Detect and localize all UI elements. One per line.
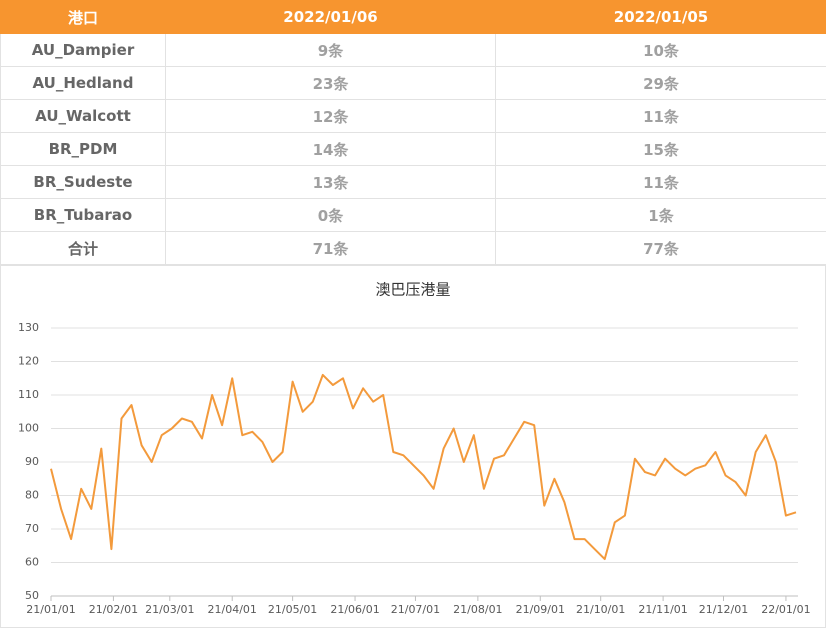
y-tick-label: 100 — [18, 422, 39, 435]
y-tick-label: 90 — [25, 455, 39, 468]
chart-title: 澳巴压港量 — [375, 281, 450, 299]
x-tick-label: 22/01/01 — [761, 603, 810, 616]
data-line — [51, 375, 796, 559]
y-tick-label: 110 — [18, 388, 39, 401]
table-cell: BR_PDM — [1, 133, 166, 166]
table-cell: 77条 — [496, 232, 826, 265]
table-cell: BR_Tubarao — [1, 199, 166, 232]
header-cell: 2022/01/05 — [496, 1, 826, 34]
table-cell: 11条 — [496, 100, 826, 133]
table-cell: 10条 — [496, 34, 826, 67]
chart-box: 澳巴压港量 50 60 70 80 90 100 110 120 130 21/01/01 21/0… — [0, 265, 826, 628]
y-tick-label: 120 — [18, 355, 39, 368]
y-tick-label: 50 — [25, 589, 39, 602]
table-cell: 15条 — [496, 133, 826, 166]
y-tick-label: 70 — [25, 522, 39, 535]
table-cell: 12条 — [166, 100, 496, 133]
header-cell: 港口 — [1, 1, 166, 34]
table-cell: 71条 — [166, 232, 496, 265]
x-tick-label: 21/09/01 — [516, 603, 565, 616]
table-cell: 23条 — [166, 67, 496, 100]
table-cell: AU_Dampier — [1, 34, 166, 67]
table-cell: 14条 — [166, 133, 496, 166]
table-cell: AU_Walcott — [1, 100, 166, 133]
x-tick-label: 21/04/01 — [208, 603, 257, 616]
y-tick-label: 80 — [25, 489, 39, 502]
x-tick-label: 21/05/01 — [268, 603, 317, 616]
x-tick-label: 21/10/01 — [576, 603, 625, 616]
table-cell: BR_Sudeste — [1, 166, 166, 199]
table-cell: AU_Hedland — [1, 67, 166, 100]
table-cell: 1条 — [496, 199, 826, 232]
table-cell: 11条 — [496, 166, 826, 199]
x-tick-label: 21/06/01 — [330, 603, 379, 616]
x-tick-label: 21/02/01 — [89, 603, 138, 616]
header-cell: 2022/01/06 — [166, 1, 496, 34]
x-tick-label: 21/01/01 — [26, 603, 75, 616]
table-cell: 13条 — [166, 166, 496, 199]
chart: 澳巴压港量 50 60 70 80 90 100 110 120 130 21/01/01 21/0… — [1, 266, 825, 627]
x-tick-label: 21/07/01 — [391, 603, 440, 616]
x-tick-label: 21/03/01 — [145, 603, 194, 616]
table-cell: 0条 — [166, 199, 496, 232]
table-cell: 29条 — [496, 67, 826, 100]
x-tick-label: 21/12/01 — [699, 603, 748, 616]
x-tick-label: 21/11/01 — [638, 603, 687, 616]
table-cell: 9条 — [166, 34, 496, 67]
y-tick-label: 130 — [18, 321, 39, 334]
x-tick-label: 21/08/01 — [453, 603, 502, 616]
table-cell: 合计 — [1, 232, 166, 265]
y-tick-label: 60 — [25, 556, 39, 569]
